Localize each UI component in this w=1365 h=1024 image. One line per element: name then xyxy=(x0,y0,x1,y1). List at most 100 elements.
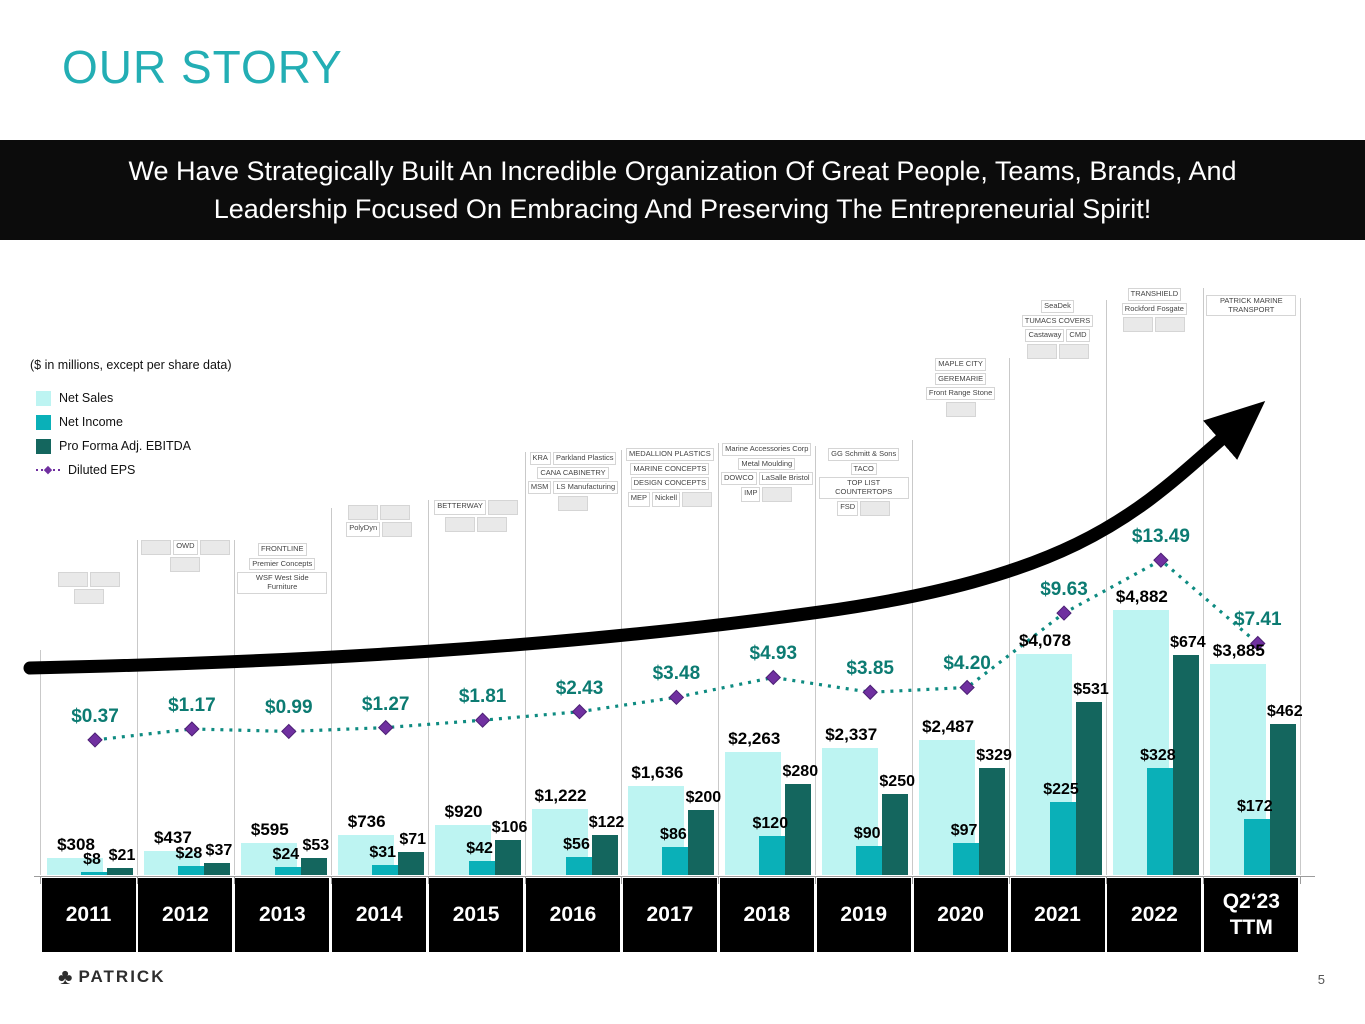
eps-label: $4.20 xyxy=(943,653,991,675)
axis-tick xyxy=(427,877,429,884)
net-sales-label: $1,636 xyxy=(631,763,684,783)
logo-chip xyxy=(199,540,230,555)
net-income-bar xyxy=(1243,818,1270,875)
logo-chip: KRA xyxy=(529,452,551,465)
net-income-bar xyxy=(274,867,301,875)
logo-chip: TRANSHIELD xyxy=(1127,288,1182,301)
logo-cluster: MEDALLION PLASTICS MARINE CONCEPTS DESIGN … xyxy=(623,448,716,507)
legend-line-marker: ◆ xyxy=(36,464,60,476)
net-income-label: $86 xyxy=(660,825,687,843)
logo-chip xyxy=(1058,343,1089,359)
net-income-bar xyxy=(177,865,204,875)
net-sales-label: $437 xyxy=(153,828,192,848)
year-axis-label: 2022 xyxy=(1107,878,1202,952)
logo-chip: BETTERWAY xyxy=(434,500,486,515)
logo-chip: DESIGN CONCEPTS xyxy=(630,477,710,490)
logo-chip: Metal Moulding xyxy=(738,457,796,471)
logo-chip xyxy=(1026,343,1057,359)
column-separator xyxy=(330,508,332,875)
net-sales-label: $595 xyxy=(250,819,289,839)
year-axis-label: 2017 xyxy=(622,878,717,952)
logo-chip: FSD xyxy=(837,500,859,516)
ebitda-bar xyxy=(1076,701,1102,875)
ebitda-label: $200 xyxy=(685,788,722,806)
net-income-label: $328 xyxy=(1140,747,1176,765)
axis-tick xyxy=(40,877,41,884)
net-income-bar xyxy=(81,872,107,875)
ebitda-bar xyxy=(1269,724,1296,875)
net-sales-label: $2,263 xyxy=(728,729,781,749)
ebitda-bar xyxy=(107,868,133,875)
eps-label: $0.99 xyxy=(265,697,313,719)
column-separator xyxy=(233,540,235,875)
axis-tick xyxy=(621,877,623,884)
logo-chip xyxy=(945,401,976,417)
logo-chip: LS Manufacturing xyxy=(553,481,619,494)
logo-cluster: OWD xyxy=(139,540,232,572)
ebitda-bar xyxy=(591,835,618,875)
logo-chip: Nickell xyxy=(651,491,681,507)
chart-legend: Net Sales Net Income Pro Forma Adj. EBITDA… xyxy=(36,386,191,482)
eps-label: $4.93 xyxy=(749,643,798,665)
banner-line-2: Leadership Focused On Embracing And Pres… xyxy=(213,194,1152,224)
net-income-label: $8 xyxy=(83,851,101,869)
legend-item: Net Sales xyxy=(36,386,191,410)
legend-swatch xyxy=(36,414,51,430)
ebitda-bar xyxy=(203,862,230,875)
logo-cluster: SeaDek TUMACS COVERS Castaway CMD xyxy=(1011,300,1104,359)
legend-label: Net Income xyxy=(59,415,123,429)
logo-chip: TUMACS COVERS xyxy=(1021,314,1094,328)
logo-chip xyxy=(1155,317,1186,333)
ebitda-label: $122 xyxy=(588,814,625,832)
net-income-label: $172 xyxy=(1237,797,1273,815)
logo-chip xyxy=(477,517,508,532)
ebitda-label: $106 xyxy=(491,819,528,837)
logo-cluster: FRONTLINE Premier Concepts WSF West Side F… xyxy=(236,543,329,594)
logo-chip: SeaDek xyxy=(1041,300,1074,313)
column-separator xyxy=(621,450,623,875)
eps-diamond-marker xyxy=(281,723,297,740)
eps-diamond-marker xyxy=(377,719,394,736)
ebitda-bar xyxy=(494,840,521,875)
column-separator xyxy=(40,650,41,875)
logo-chip: Premier Concepts xyxy=(249,557,316,571)
eps-label: $1.81 xyxy=(458,686,507,708)
eps-diamond-marker xyxy=(765,669,782,686)
year-axis-label: 2018 xyxy=(719,878,814,952)
eps-label: $13.49 xyxy=(1131,526,1190,548)
net-income-label: $24 xyxy=(272,846,300,864)
eps-diamond-marker xyxy=(862,684,878,700)
ebitda-label: $329 xyxy=(976,746,1012,764)
logo-cluster xyxy=(42,572,135,604)
net-income-label: $90 xyxy=(853,824,881,842)
net-income-bar xyxy=(759,835,786,875)
ebitda-label: $462 xyxy=(1267,703,1303,721)
footer-brand: ♣ PATRICK xyxy=(58,966,165,988)
logo-chip: IMP xyxy=(741,486,761,502)
net-income-bar xyxy=(468,861,495,875)
logo-chip: Marine Accessories Corp xyxy=(722,443,812,456)
axis-tick xyxy=(718,877,720,884)
net-income-label: $31 xyxy=(369,843,397,861)
year-axis-label: 2013 xyxy=(235,878,330,952)
logo-chip xyxy=(380,505,411,520)
net-income-label: $42 xyxy=(466,840,493,858)
logo-chip xyxy=(170,557,201,572)
logo-chip: DOWCO xyxy=(721,472,757,485)
ebitda-label: $250 xyxy=(879,772,915,790)
logo-cluster: TRANSHIELD Rockford Fosgate xyxy=(1108,288,1201,333)
logo-cluster: KRA Parkland Plastics CANA CABINETRY MSM LS … xyxy=(527,452,620,511)
ebitda-label: $674 xyxy=(1170,634,1206,652)
net-income-label: $225 xyxy=(1043,780,1079,798)
logo-chip xyxy=(762,486,793,502)
logo-chip: Castaway xyxy=(1025,329,1065,342)
legend-item: Net Income xyxy=(36,410,191,434)
eps-label: $2.43 xyxy=(555,677,604,699)
logo-cluster: PATRICK MARINE TRANSPORT xyxy=(1205,295,1298,317)
axis-tick xyxy=(1202,877,1204,884)
net-sales-label: $920 xyxy=(444,802,483,822)
axis-tick xyxy=(524,877,526,884)
logo-chip: PolyDyn xyxy=(346,522,381,537)
logo-chip: GEREMARIE xyxy=(935,372,987,386)
logo-chip: LaSalle Bristol xyxy=(758,472,813,485)
